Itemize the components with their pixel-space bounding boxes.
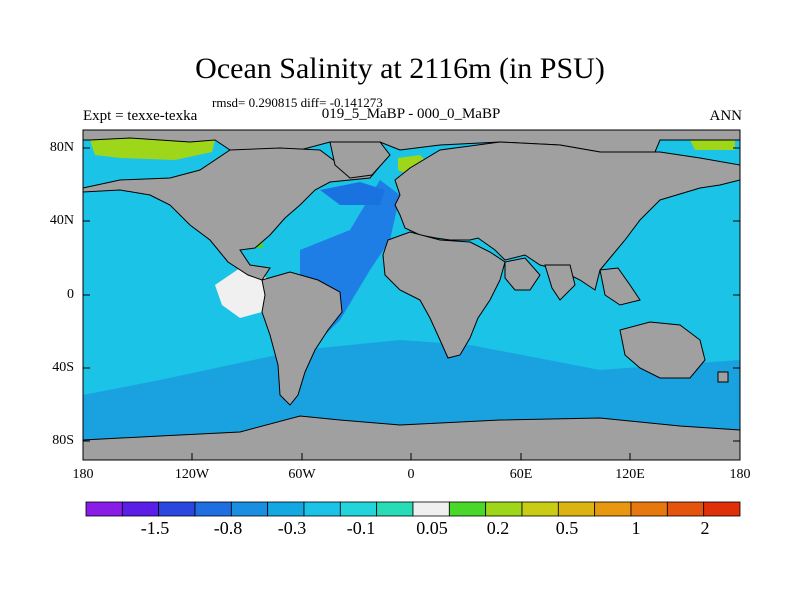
colorbar-swatch: [194, 501, 232, 517]
colorbar-swatch: [594, 501, 632, 517]
north-america: [82, 147, 387, 281]
colorbar-swatch: [485, 501, 523, 517]
colorbar: [85, 501, 741, 517]
lon-label-120w: 120W: [174, 467, 210, 482]
arabia: [504, 257, 541, 291]
colorbar-swatch: [267, 501, 305, 517]
lat-label-40n: 40N: [49, 213, 74, 228]
eastern-pacific-patch: [215, 268, 272, 318]
stats-text: rmsd= 0.290815 diff= -0.141273: [212, 95, 383, 110]
colorbar-swatch: [339, 501, 378, 517]
land-masses: [82, 129, 741, 461]
case-label: 019_5_MaBP - 000_0_MaBP: [321, 106, 501, 122]
colorbar-swatch: [703, 501, 741, 517]
colorbar-swatch: [412, 501, 450, 517]
arctic-land: [82, 129, 741, 153]
colorbar-swatch: [85, 501, 123, 517]
new-zealand: [717, 371, 729, 383]
colorbar-label: 0.05: [416, 518, 448, 538]
southern-ocean-band: [83, 340, 740, 440]
colorbar-label: -0.3: [277, 518, 307, 538]
lon-label-0: 0: [407, 467, 415, 482]
lat-label-80n: 80N: [49, 140, 74, 155]
colorbar-label: 1: [631, 518, 641, 538]
lat-label-0: 0: [67, 287, 74, 302]
colorbar-swatch: [557, 501, 596, 517]
colorbar-label: 2: [700, 518, 710, 538]
colorbar-swatch: [666, 501, 705, 517]
australia: [619, 321, 706, 379]
colorbar-swatch: [121, 501, 160, 517]
greenland: [329, 141, 391, 179]
arctic-patch-center: [398, 155, 430, 175]
arctic-patch-east-2: [690, 140, 735, 150]
lat-label-40s: 40S: [52, 360, 74, 375]
lon-label-180w: 180: [72, 467, 94, 482]
colorbar-swatch: [521, 501, 559, 517]
lat-label-80s: 80S: [52, 433, 74, 448]
arctic-patch-west: [90, 138, 215, 160]
season-label: ANN: [709, 108, 743, 124]
colorbar-swatch: [303, 501, 341, 517]
india: [544, 264, 576, 301]
colorbar-swatch: [230, 501, 269, 517]
africa: [382, 231, 506, 359]
colorbar-swatch: [630, 501, 668, 517]
north-atlantic-band: [320, 182, 385, 205]
south-america: [261, 271, 343, 406]
map-title: Ocean Salinity at 2116m (in PSU): [195, 52, 605, 85]
lon-label-180e: 180: [729, 467, 751, 482]
colorbar-swatch: [448, 501, 487, 517]
lon-ticks: [82, 453, 741, 460]
experiment-label: Expt = texxe-texka: [83, 108, 198, 124]
lat-ticks: [83, 147, 740, 442]
colorbar-swatch: [158, 501, 196, 517]
lon-label-120e: 120E: [615, 467, 645, 482]
colorbar-label: -1.5: [140, 518, 170, 538]
colorbar-swatch: [376, 501, 414, 517]
southeast-asia: [599, 267, 641, 306]
lon-label-60e: 60E: [509, 467, 533, 482]
colorbar-label: 0.5: [555, 518, 579, 538]
colorbar-label: 0.2: [486, 518, 510, 538]
colorbar-label: -0.1: [346, 518, 376, 538]
colorbar-label: -0.8: [213, 518, 243, 538]
lon-label-60w: 60W: [288, 467, 316, 482]
